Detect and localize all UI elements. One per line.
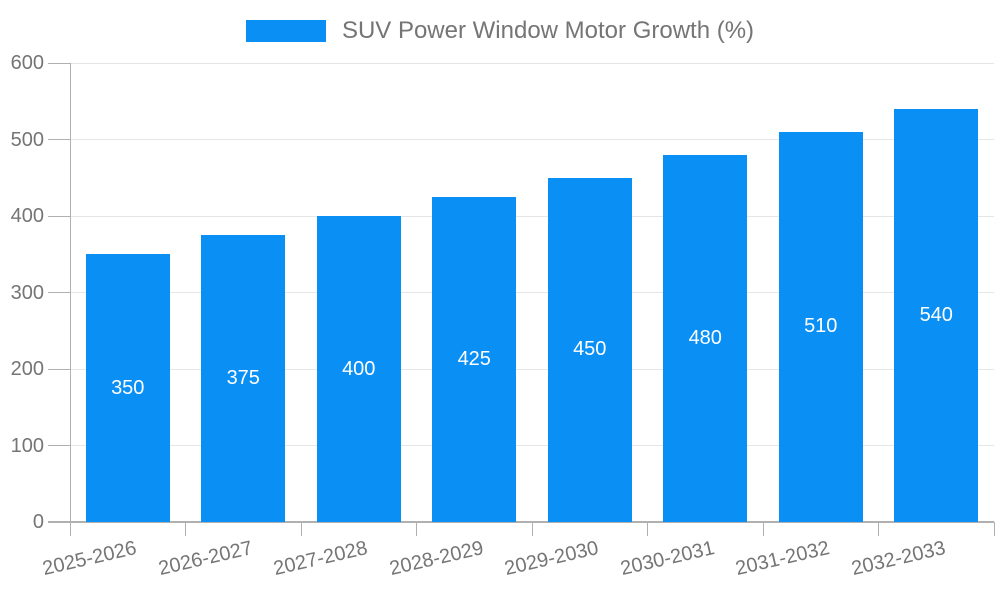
x-axis-tick	[993, 522, 995, 536]
x-axis-tick	[69, 522, 71, 536]
y-axis-tick	[48, 445, 70, 446]
bar: 480	[663, 154, 748, 522]
bar-value-label: 480	[688, 326, 722, 349]
bar: 400	[316, 216, 401, 522]
x-axis-tick	[416, 522, 417, 536]
y-tick-label: 400	[10, 205, 44, 227]
y-axis-line	[70, 63, 71, 522]
x-tick-label: 2030-2031	[618, 537, 717, 580]
gridline	[70, 368, 994, 370]
x-axis-tick	[878, 522, 879, 536]
y-axis-tick	[48, 139, 70, 140]
x-tick-label: 2025-2026	[40, 537, 139, 580]
y-axis-tick	[48, 292, 70, 293]
y-tick-label: 100	[10, 434, 44, 457]
bar-value-label: 540	[919, 303, 953, 326]
x-tick-label: 2027-2028	[271, 537, 370, 580]
y-tick-label: 600	[10, 52, 44, 74]
x-axis-tick	[531, 522, 533, 536]
y-tick-label: 200	[10, 358, 44, 380]
y-axis-tick	[48, 215, 70, 217]
bar-value-label: 450	[573, 338, 607, 361]
gridline	[70, 445, 994, 446]
gridline	[70, 215, 994, 217]
legend: SUV Power Window Motor Growth (%)	[0, 18, 1000, 44]
y-axis-tick	[48, 368, 70, 370]
bar: 450	[547, 177, 632, 522]
bar: 375	[201, 235, 286, 522]
gridline	[70, 292, 994, 293]
y-tick-label: 0	[32, 511, 44, 533]
x-tick-label: 2029-2030	[502, 537, 601, 580]
x-tick-label: 2032-2033	[849, 537, 948, 580]
x-tick-label: 2026-2027	[156, 537, 255, 580]
bar: 350	[85, 254, 170, 522]
x-axis-tick	[762, 522, 764, 536]
y-tick-label: 300	[10, 281, 44, 304]
x-axis-line	[48, 521, 994, 523]
gridline	[70, 62, 994, 64]
gridline	[70, 139, 994, 140]
bar-value-label: 350	[111, 376, 145, 399]
bar: 425	[432, 196, 517, 522]
x-axis-tick	[647, 522, 648, 536]
x-tick-label: 2028-2029	[387, 537, 486, 580]
y-tick-label: 500	[10, 128, 44, 151]
y-axis-tick	[48, 62, 70, 64]
legend-swatch	[245, 20, 326, 42]
bar-value-label: 400	[342, 357, 376, 380]
bar-value-label: 510	[804, 315, 838, 338]
bar-value-label: 375	[226, 367, 260, 390]
x-axis-tick	[300, 522, 302, 536]
plot-area: 0 100 200 300 400 500 600 350 375 400 425 450 480 510…	[11, 53, 995, 580]
legend-label: SUV Power Window Motor Growth (%)	[341, 17, 755, 44]
x-tick-label: 2031-2032	[733, 537, 832, 580]
bar-value-label: 425	[457, 347, 491, 370]
bar: 540	[894, 108, 979, 522]
bar: 510	[778, 131, 863, 522]
x-axis-tick	[185, 522, 186, 536]
